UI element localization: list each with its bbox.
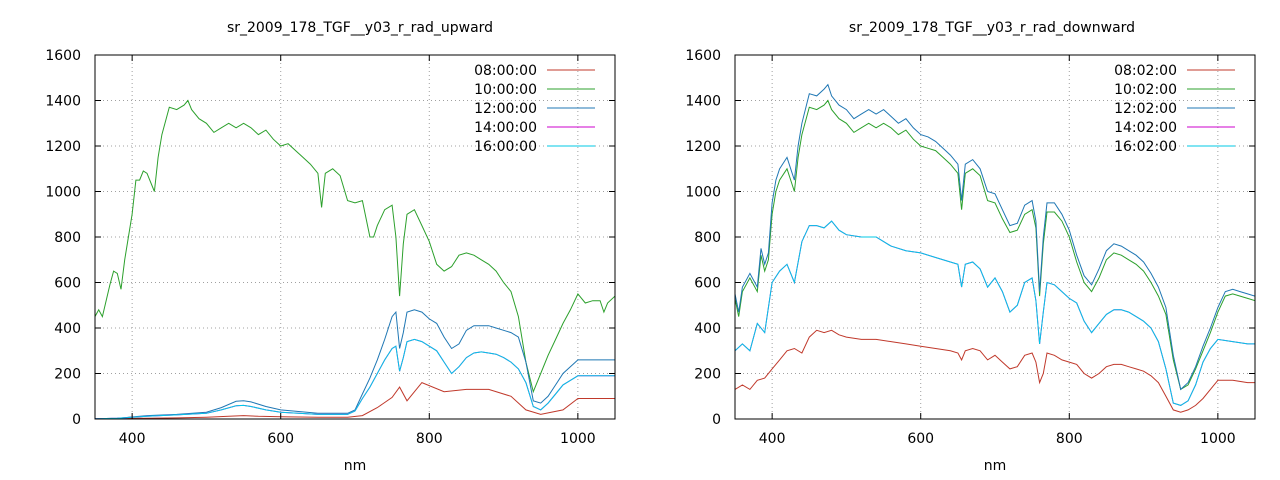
x-tick-label: 1000: [1200, 431, 1236, 447]
x-tick-label: 1000: [560, 431, 596, 447]
x-tick-label: 800: [1056, 431, 1083, 447]
legend-label: 10:00:00: [474, 82, 537, 98]
y-tick-label: 800: [54, 230, 81, 246]
y-tick-label: 1000: [685, 185, 721, 201]
y-tick-label: 1400: [685, 94, 721, 110]
chart-panel-1: 0 200 400 600 800 1000 1200 1400 1600 400 600 800 10…: [45, 20, 616, 474]
y-tick-label: 800: [694, 230, 721, 246]
legend: 08:00:00 10:00:00 12:00:00 14:00:00 16:00:00: [474, 63, 595, 155]
x-tick-label: 800: [416, 431, 443, 447]
legend-label: 12:02:00: [1114, 101, 1177, 117]
y-tick-label: 1000: [45, 185, 81, 201]
series-line: [95, 381, 615, 419]
y-tick-label: 1600: [45, 48, 81, 64]
series-line: [95, 338, 615, 419]
series-line: [735, 83, 1255, 391]
y-tick-label: 400: [694, 321, 721, 337]
series-line: [735, 220, 1255, 406]
series-line: [95, 99, 615, 394]
y-tick-label: 1600: [685, 48, 721, 64]
chart-title: sr_2009_178_TGF__y03_r_rad_upward: [227, 20, 493, 36]
series-line: [95, 309, 615, 419]
series-line: [735, 99, 1255, 391]
y-tick-label: 0: [712, 412, 721, 428]
x-tick-label: 400: [759, 431, 786, 447]
x-tick-label: 600: [907, 431, 934, 447]
y-tick-label: 1200: [45, 139, 81, 155]
y-tick-label: 600: [694, 276, 721, 292]
legend: 08:02:00 10:02:00 12:02:00 14:02:00 16:02:00: [1114, 63, 1235, 155]
y-tick-label: 400: [54, 321, 81, 337]
y-tick-label: 1400: [45, 94, 81, 110]
legend-label: 14:02:00: [1114, 120, 1177, 136]
chart-title: sr_2009_178_TGF__y03_r_rad_downward: [849, 20, 1135, 36]
x-tick-label: 400: [119, 431, 146, 447]
x-axis-label: nm: [984, 458, 1007, 474]
y-tick-label: 600: [54, 276, 81, 292]
legend-label: 08:00:00: [474, 63, 537, 79]
y-tick-label: 200: [54, 367, 81, 383]
y-tick-label: 0: [72, 412, 81, 428]
series-line: [735, 220, 1255, 406]
legend-label: 10:02:00: [1114, 82, 1177, 98]
legend-label: 14:00:00: [474, 120, 537, 136]
x-axis-label: nm: [344, 458, 367, 474]
legend-label: 16:00:00: [474, 139, 537, 155]
y-tick-label: 200: [694, 367, 721, 383]
chart-panel-2: 0 200 400 600 800 1000 1200 1400 1600 400 600 800 10…: [685, 20, 1256, 474]
legend-label: 12:00:00: [474, 101, 537, 117]
series-line: [735, 329, 1255, 413]
series-line: [95, 338, 615, 419]
x-tick-label: 600: [267, 431, 294, 447]
legend-label: 16:02:00: [1114, 139, 1177, 155]
legend-label: 08:02:00: [1114, 63, 1177, 79]
y-tick-label: 1200: [685, 139, 721, 155]
